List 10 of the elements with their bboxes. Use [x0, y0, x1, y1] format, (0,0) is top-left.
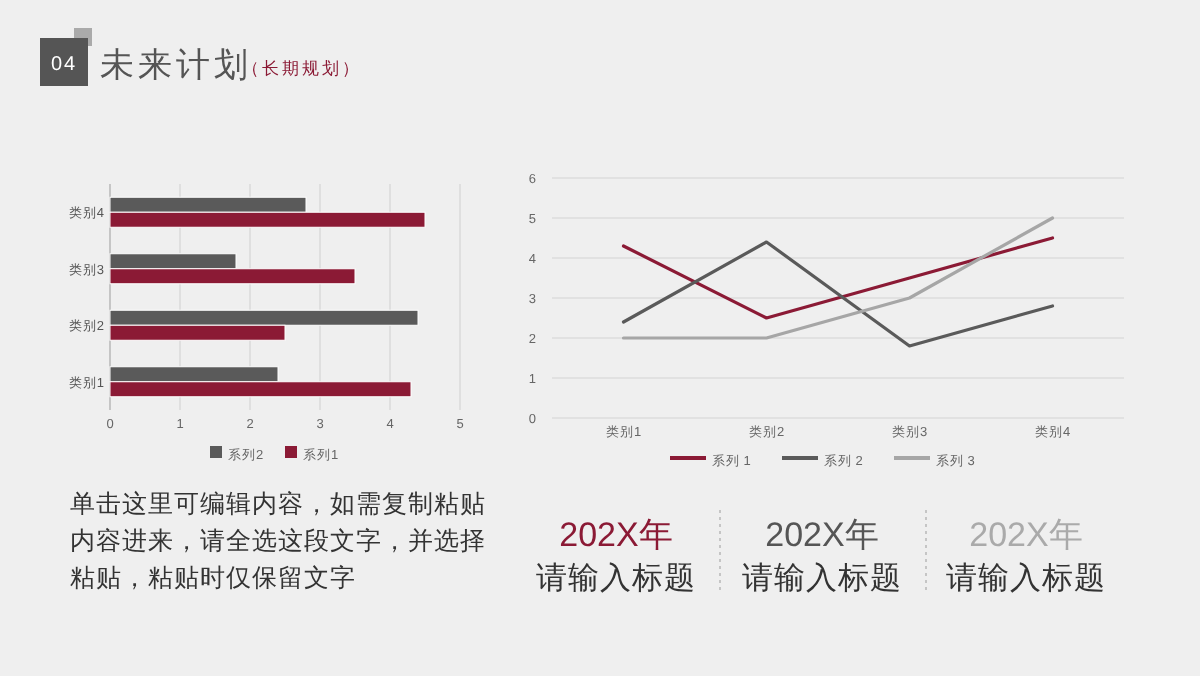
- text: 202X年: [559, 516, 673, 554]
- text: 202X年: [765, 516, 879, 554]
- line-series: [621, 240, 1055, 348]
- text: 202X年: [969, 516, 1083, 554]
- line-series: [621, 236, 1055, 320]
- text: 04: [50, 54, 78, 76]
- text: 请输入标题: [536, 560, 696, 596]
- text: 单击这里可编辑内容，如需复制粘贴内容进来，请全选这段文字，并选择粘贴，粘贴时仅保留文字: [70, 488, 486, 592]
- text: 请输入标题: [946, 560, 1106, 596]
- text: 请输入标题: [742, 560, 902, 596]
